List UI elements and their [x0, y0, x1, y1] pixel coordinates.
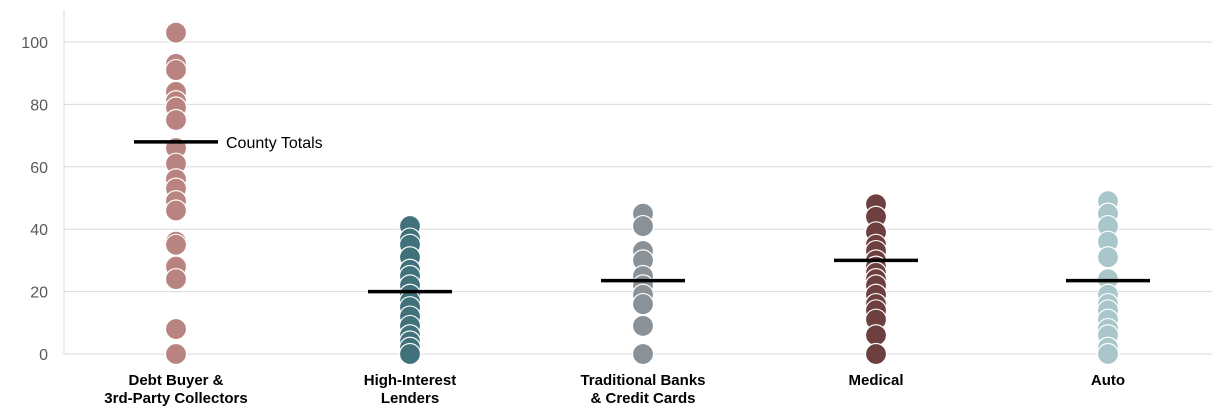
- data-points: [164, 21, 1120, 366]
- x-category-label: Debt Buyer & 3rd-Party Collectors: [104, 372, 247, 407]
- x-axis: Debt Buyer & 3rd-Party Collectors High-Int…: [104, 372, 1125, 407]
- data-point: [1096, 342, 1120, 366]
- data-point: [164, 317, 188, 341]
- y-axis: 0 20 40 60 80 100: [21, 10, 65, 364]
- y-tick-label: 40: [30, 222, 48, 239]
- x-category-label: Traditional Banks & Credit Cards: [580, 372, 705, 407]
- data-point: [864, 324, 888, 347]
- y-tick-label: 60: [30, 160, 48, 177]
- x-category-label: Auto: [1091, 372, 1125, 389]
- data-point: [631, 214, 655, 238]
- county-totals-label: County Totals: [226, 135, 323, 152]
- data-point: [398, 342, 422, 366]
- y-tick-label: 20: [30, 285, 48, 302]
- data-point: [631, 314, 655, 338]
- data-point: [631, 342, 655, 366]
- data-point: [164, 21, 188, 44]
- data-point: [631, 292, 655, 316]
- data-point: [864, 342, 888, 366]
- x-category-label: Medical: [848, 372, 903, 389]
- data-point: [164, 342, 188, 366]
- data-point: [164, 199, 188, 222]
- y-tick-label: 80: [30, 97, 48, 114]
- data-point: [164, 233, 188, 256]
- x-category-label: High-Interest Lenders: [364, 372, 457, 407]
- data-point: [1096, 246, 1120, 269]
- data-point: [164, 58, 188, 82]
- y-tick-label: 100: [21, 35, 48, 52]
- county-total-markers: [134, 140, 1150, 294]
- data-point: [164, 108, 188, 132]
- data-point: [164, 268, 188, 291]
- y-tick-label: 0: [39, 347, 48, 364]
